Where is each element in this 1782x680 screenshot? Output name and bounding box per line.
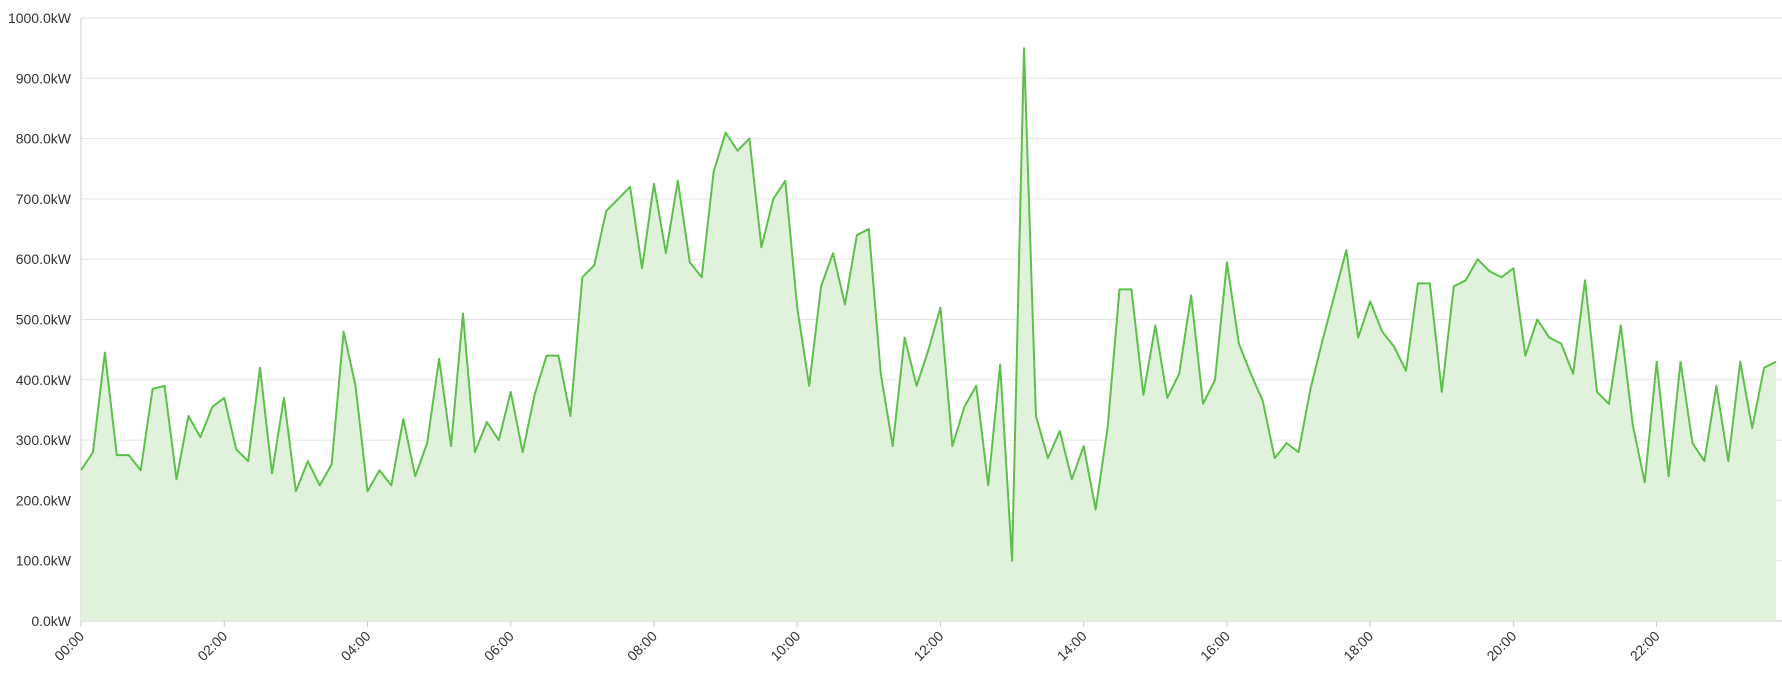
y-tick-label: 100.0kW (16, 553, 72, 569)
y-tick-label: 900.0kW (16, 70, 72, 86)
x-tick-label: 10:00 (767, 628, 803, 664)
y-tick-label: 0.0kW (31, 613, 71, 629)
y-tick-label: 200.0kW (16, 492, 72, 508)
x-tick-label: 02:00 (194, 628, 230, 664)
x-tick-label: 16:00 (1197, 628, 1233, 664)
x-tick-label: 12:00 (910, 628, 946, 664)
y-tick-label: 500.0kW (16, 312, 72, 328)
y-tick-label: 400.0kW (16, 372, 72, 388)
x-tick-label: 00:00 (51, 628, 87, 664)
y-tick-label: 600.0kW (16, 251, 72, 267)
area-fill (81, 48, 1777, 621)
x-tick-label: 06:00 (481, 628, 517, 664)
x-tick-label: 20:00 (1483, 628, 1519, 664)
y-tick-label: 300.0kW (16, 432, 72, 448)
x-tick-label: 18:00 (1340, 628, 1376, 664)
area-line (80, 47, 1777, 562)
x-tick-label: 14:00 (1054, 628, 1090, 664)
y-tick-label: 1000.0kW (8, 10, 72, 26)
x-tick-label: 08:00 (624, 628, 660, 664)
x-tick-label: 04:00 (338, 628, 374, 664)
x-tick-label: 22:00 (1627, 628, 1663, 664)
y-tick-label: 700.0kW (16, 191, 72, 207)
y-tick-label: 800.0kW (16, 131, 72, 147)
